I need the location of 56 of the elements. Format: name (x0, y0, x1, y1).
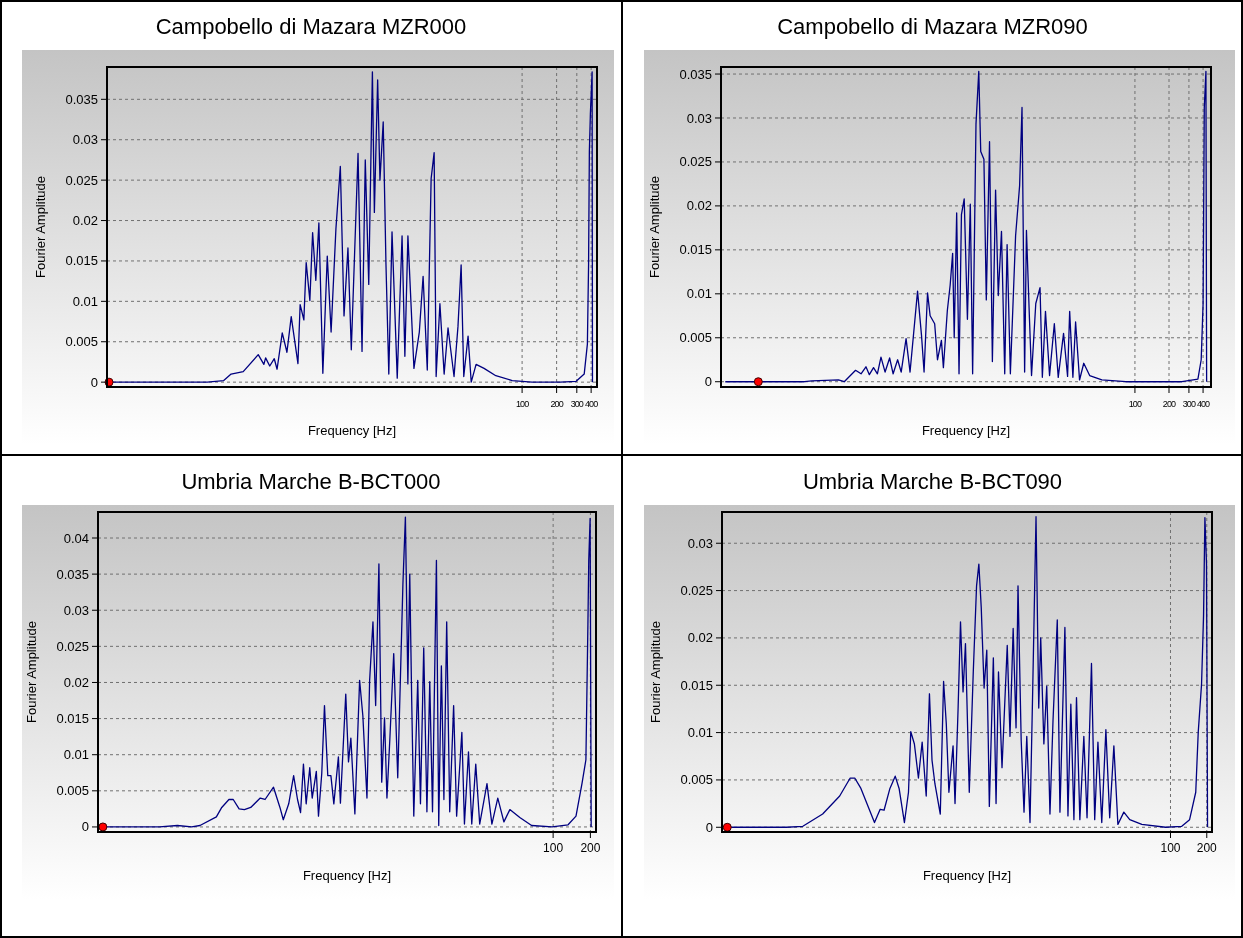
x-tick-label: 100 (1160, 841, 1181, 855)
y-tick-label: 0.035 (65, 91, 98, 107)
y-tick-label: 0.015 (56, 711, 89, 727)
y-axis-title: Fourier Amplitude (647, 176, 662, 278)
y-tick-label: 0.015 (679, 242, 712, 258)
y-tick-label: 0.04 (63, 530, 89, 546)
x-tick-label: 200 (580, 841, 601, 855)
y-tick-label: 0.03 (686, 110, 712, 126)
y-tick-label: 0.025 (679, 154, 712, 170)
y-axis-title: Fourier Amplitude (648, 621, 663, 723)
y-tick-label: 0.02 (687, 630, 713, 646)
x-axis-title: Frequency [Hz] (302, 868, 392, 883)
y-axis-title: Fourier Amplitude (24, 621, 39, 723)
y-tick-label: 0.005 (56, 783, 89, 799)
x-tick-label: 400 (1196, 399, 1211, 409)
x-axis-title: Frequency [Hz] (307, 423, 397, 438)
x-tick-label: 100 (1128, 399, 1142, 409)
x-tick-label: 100 (515, 399, 530, 409)
y-tick-label: 0 (90, 374, 98, 390)
x-axis-title: Frequency [Hz] (922, 868, 1012, 883)
y-tick-label: 0.01 (686, 286, 712, 302)
x-axis-title: Frequency [Hz] (921, 423, 1011, 438)
y-tick-label: 0.03 (687, 535, 713, 551)
y-axis-title: Fourier Amplitude (33, 176, 48, 278)
y-tick-label: 0 (81, 819, 89, 835)
y-tick-label: 0 (705, 819, 713, 835)
chart-title: Umbria Marche B-BCT000 (181, 469, 441, 494)
chart-title: Campobello di Mazara MZR000 (155, 14, 467, 39)
y-tick-label: 0.025 (65, 172, 98, 188)
y-tick-label: 0.03 (63, 602, 89, 618)
y-tick-label: 0.01 (687, 725, 713, 741)
y-tick-label: 0.01 (63, 747, 89, 763)
y-tick-label: 0.03 (72, 132, 98, 148)
y-tick-label: 0.005 (679, 330, 712, 346)
y-tick-label: 0.02 (686, 198, 712, 214)
x-tick-label: 200 (1196, 841, 1218, 855)
y-tick-label: 0.005 (680, 772, 713, 788)
y-tick-label: 0.035 (679, 66, 712, 82)
x-tick-label: 200 (1162, 399, 1177, 409)
y-tick-label: 0.025 (56, 638, 89, 654)
x-tick-label: 100 (543, 841, 564, 855)
y-tick-label: 0.02 (72, 213, 98, 229)
x-tick-label: 300 (570, 399, 584, 409)
y-tick-label: 0.035 (56, 566, 89, 582)
y-tick-label: 0.005 (65, 334, 98, 350)
y-tick-label: 0 (704, 374, 712, 390)
y-tick-label: 0.025 (680, 583, 713, 599)
y-tick-label: 0.01 (72, 293, 98, 309)
y-tick-label: 0.015 (65, 253, 98, 269)
chart-title: Campobello di Mazara MZR090 (777, 14, 1088, 39)
y-tick-label: 0.015 (680, 677, 713, 693)
x-tick-label: 400 (584, 399, 599, 409)
x-tick-label: 200 (550, 399, 564, 409)
x-tick-label: 300 (1182, 399, 1196, 409)
y-tick-label: 0.02 (63, 675, 89, 691)
chart-title: Umbria Marche B-BCT090 (802, 469, 1063, 494)
